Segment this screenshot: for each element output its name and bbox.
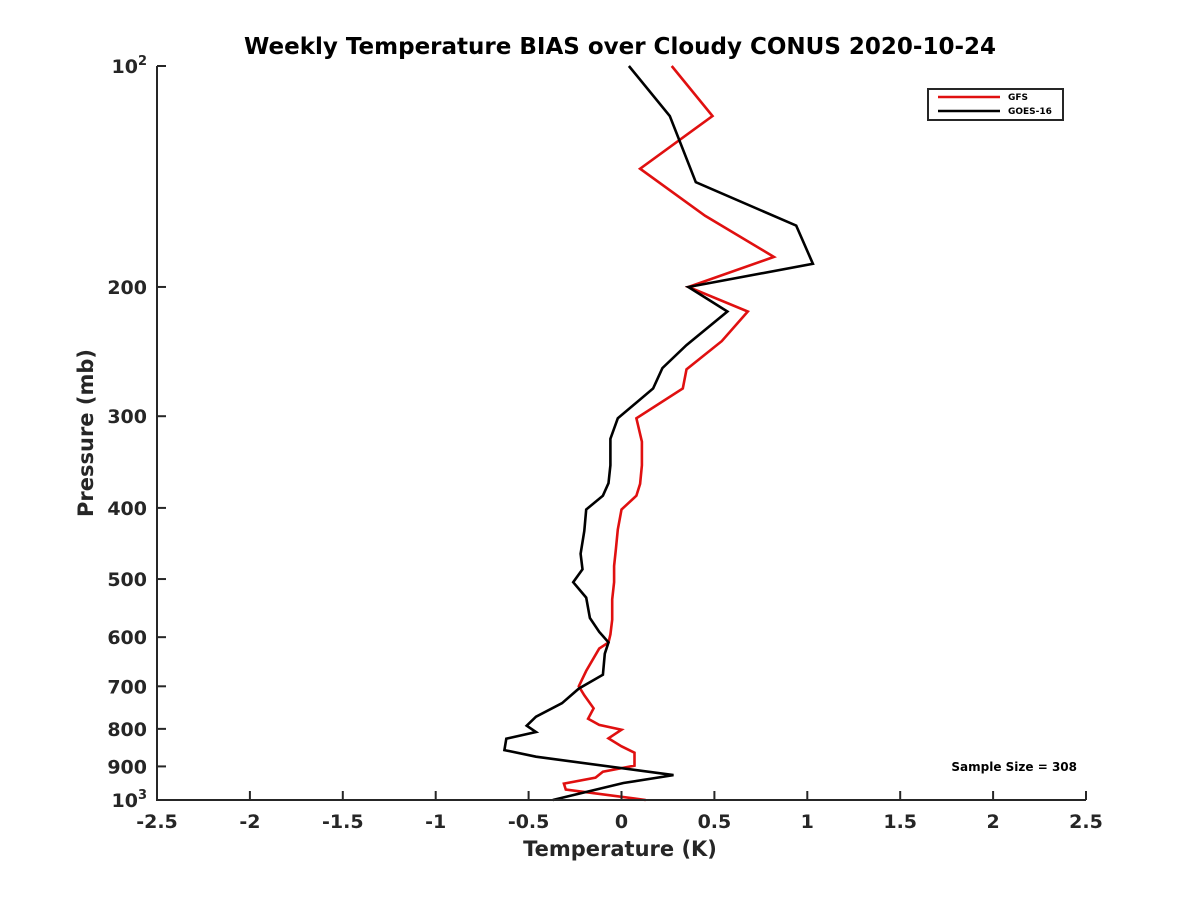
y-tick-label: 700 (107, 676, 147, 698)
series-line-goes-16 (502, 65, 815, 802)
legend-box (927, 88, 1064, 121)
y-tick-label-base: 10 (112, 790, 138, 812)
chart-title: Weekly Temperature BIAS over Cloudy CONU… (244, 34, 996, 60)
sample-size-annotation: Sample Size = 308 (951, 760, 1077, 774)
x-tick-label: -1 (425, 811, 446, 833)
y-axis-label: Pressure (mb) (74, 349, 98, 517)
x-tick-label: 0 (615, 811, 628, 833)
x-tick-label: 0.5 (698, 811, 732, 833)
x-axis-label: Temperature (K) (523, 837, 717, 861)
y-tick-label: 600 (107, 627, 147, 649)
x-axis: -2.5 -2 -1.5 -1 -0.5 0 0.5 1 1.5 2 2.5 (136, 791, 1103, 833)
x-tick-label: -1.5 (322, 811, 364, 833)
series-layer (502, 65, 815, 802)
x-tick-label: -2 (239, 811, 260, 833)
y-tick-label-exponent: 2 (138, 54, 147, 69)
plot-area: -2.5 -2 -1.5 -1 -0.5 0 0.5 1 1.5 2 2.5 10220030040… (107, 54, 1103, 833)
x-tick-label: 2 (986, 811, 999, 833)
legend-label-goes-16: GOES-16 (1008, 107, 1052, 117)
y-tick-label: 102 (112, 54, 148, 78)
y-tick-label: 103 (112, 788, 148, 812)
axes-frame (156, 66, 1086, 801)
y-tick-label: 900 (107, 756, 147, 778)
series-line-gfs (562, 65, 777, 802)
x-tick-label: 1.5 (883, 811, 917, 833)
legend-label-gfs: GFS (1008, 93, 1028, 103)
x-tick-label: -2.5 (136, 811, 178, 833)
y-tick-label: 800 (107, 719, 147, 741)
x-tick-label: 1 (801, 811, 814, 833)
y-tick-label: 500 (107, 569, 147, 591)
legend: GFS GOES-16 (927, 88, 1064, 121)
y-tick-label: 400 (107, 498, 147, 520)
x-tick-label: 2.5 (1069, 811, 1103, 833)
y-tick-label-exponent: 3 (138, 788, 147, 803)
y-tick-label-base: 10 (112, 56, 138, 78)
x-tick-label: -0.5 (508, 811, 550, 833)
y-tick-label: 300 (107, 406, 147, 428)
y-tick-label: 200 (107, 277, 147, 299)
